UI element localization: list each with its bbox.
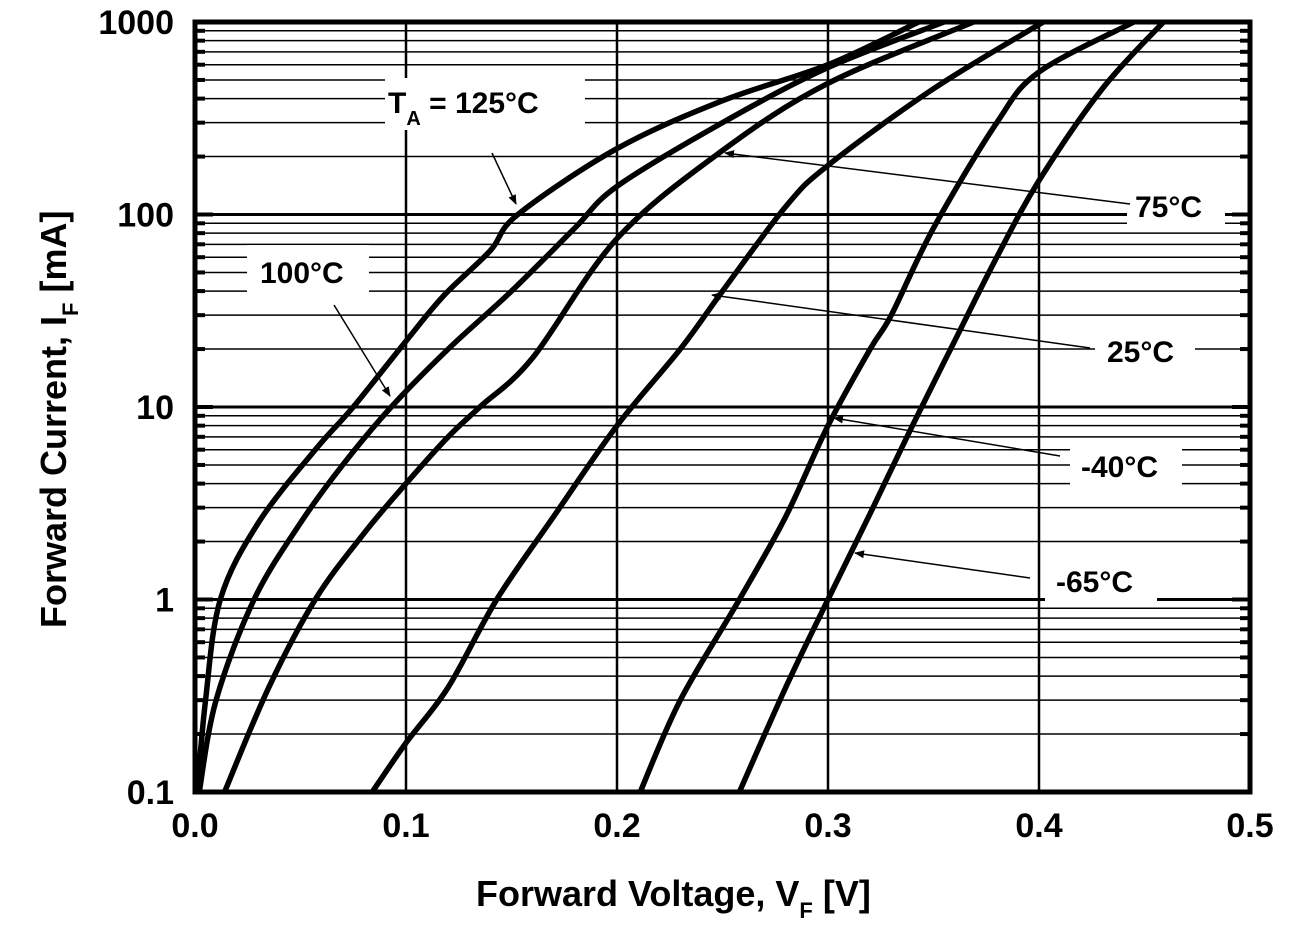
annotation-75c: 75°C	[1135, 191, 1202, 224]
annotation-minus40c: -40°C	[1081, 451, 1158, 484]
x-tick-label: 0.4	[1015, 807, 1062, 845]
curve-series-4	[637, 19, 1136, 794]
x-axis-title: Forward Voltage, VF [V]	[476, 873, 871, 923]
x-tick-label: 0.5	[1226, 807, 1273, 845]
arrow-125c	[491, 152, 517, 205]
curve-series-1	[196, 19, 946, 793]
annotation-minus65c: -65°C	[1056, 566, 1133, 599]
arrow-25c	[711, 292, 1091, 349]
y-tick-label: 100	[117, 197, 174, 235]
annotation-100c: 100°C	[260, 257, 344, 290]
curve-series-5	[736, 20, 1166, 794]
axis-ticks	[195, 28, 1250, 794]
x-tick-label: 0.1	[382, 807, 429, 845]
annotations: TA = 125°C 100°C 75°C 25°C -40°C -65°C	[247, 78, 1225, 605]
series-curves	[194, 19, 1166, 794]
x-tick-label: 0.0	[171, 807, 218, 845]
y-axis-title: Forward Current, IF [mA]	[33, 211, 83, 628]
y-tick-label: 10	[136, 389, 174, 427]
x-tick-label: 0.3	[804, 807, 851, 845]
y-tick-label: 1	[155, 582, 174, 620]
annotation-125c: TA = 125°C	[388, 87, 539, 130]
curve-series-3	[369, 19, 1045, 794]
arrow-minus40c	[833, 415, 1061, 457]
arrow-75c	[724, 150, 1131, 205]
arrow-minus65c	[854, 550, 1031, 579]
plot-frame	[192, 19, 1253, 795]
curve-series-2	[222, 19, 975, 794]
y-tick-label: 1000	[98, 4, 174, 42]
x-tick-label: 0.2	[593, 807, 640, 845]
arrow-100c	[333, 304, 391, 397]
curve-series-0	[194, 19, 920, 793]
annotation-25c: 25°C	[1107, 336, 1174, 369]
y-tick-label: 0.1	[127, 774, 174, 812]
